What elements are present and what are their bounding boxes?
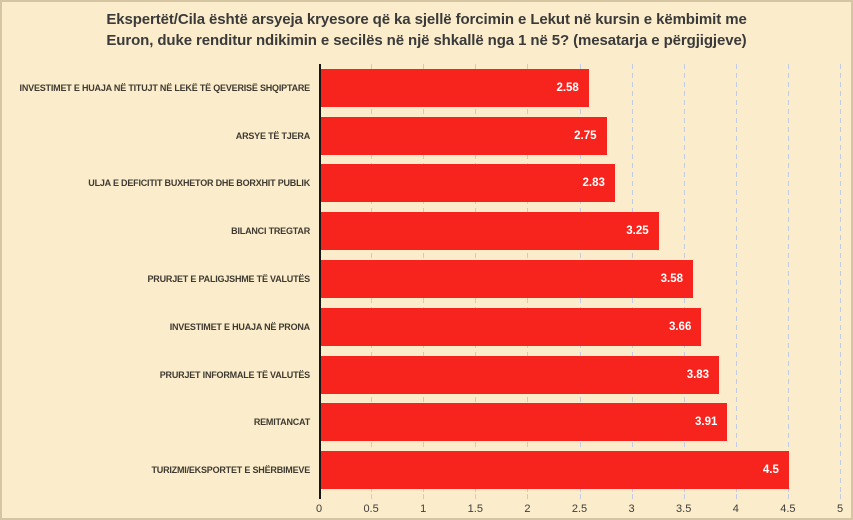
bar: 3.66 (320, 307, 702, 346)
x-axis-tick-label: 2.5 (571, 503, 588, 515)
bar: 3.91 (320, 403, 728, 442)
x-axis-tick-label: 0 (315, 503, 323, 515)
bar-row: PRURJET INFORMALE TË VALUTËS 3.83 (2, 351, 851, 399)
x-axis-tick-mark (475, 494, 477, 499)
x-axis-tick-label: 4 (732, 503, 739, 515)
x-axis-tick-mark (579, 494, 581, 499)
bar-value-label: 4.5 (762, 464, 779, 477)
bar-value-label: 3.83 (686, 368, 710, 381)
bar-row: TURIZMI/EKSPORTET E SHËRBIMEVE 4.5 (2, 446, 851, 494)
x-axis-tick-label: 5 (836, 503, 844, 515)
bar-value-label: 3.66 (668, 320, 692, 333)
bar: 3.58 (320, 259, 694, 298)
x-axis-tick-mark (735, 494, 737, 499)
bar: 3.25 (320, 212, 659, 251)
bar-value-label: 3.25 (626, 225, 649, 238)
x-axis-tick-mark (527, 494, 529, 499)
category-label: PRURJET E PALIGJSHME TË VALUTËS (147, 273, 311, 284)
bar-row: ARSYE TË TJERA 2.75 (2, 112, 851, 160)
x-axis-tick-label: 1.5 (467, 503, 483, 515)
bar-value-label: 3.58 (660, 272, 684, 285)
chart-title: Ekspertët/Cila është arsyeja kryesore që… (106, 11, 747, 49)
x-axis-tick-mark (371, 494, 373, 499)
x-axis-tick-mark (423, 494, 425, 499)
bar-row: INVESTIMET E HUAJA NË TITUJT NË LEKË TË … (2, 64, 851, 112)
x-axis-tick-mark (787, 494, 789, 499)
category-label: ULJA E DEFICITIT BUXHETOR DHE BORXHIT PU… (88, 178, 310, 189)
x-axis-tick-mark (631, 494, 633, 499)
bar: 2.58 (320, 68, 589, 107)
category-label: INVESTIMET E HUAJA NË TITUJT NË LEKË TË … (19, 82, 311, 93)
gridline (840, 64, 841, 494)
x-axis-tick-label: 0.5 (363, 503, 379, 515)
category-label: REMITANCAT (253, 417, 310, 428)
bar: 2.75 (320, 116, 607, 155)
bar: 3.83 (320, 355, 720, 394)
x-axis-tick-mark (840, 494, 841, 499)
bar-value-label: 2.75 (574, 129, 597, 142)
x-axis-tick-label: 4.5 (780, 503, 796, 515)
gridline (787, 64, 789, 494)
bar: 2.83 (320, 164, 615, 203)
category-label: BILANCI TREGTAR (231, 226, 310, 237)
x-axis-tick-label: 2 (524, 503, 531, 515)
bar-row: REMITANCAT 3.91 (2, 398, 851, 446)
bar-value-label: 2.58 (556, 81, 579, 94)
x-axis-tick-label: 1 (420, 503, 427, 515)
x-axis-tick-label: 3 (628, 503, 635, 515)
category-label: TURIZMI/EKSPORTET E SHËRBIMEVE (151, 465, 310, 476)
category-label: PRURJET INFORMALE TË VALUTËS (159, 369, 310, 380)
x-axis-tick-mark (683, 494, 685, 499)
bar-row: BILANCI TREGTAR 3.25 (2, 207, 851, 255)
bar-row: INVESTIMET E HUAJA NË PRONA 3.66 (2, 303, 851, 351)
bar: 4.5 (320, 451, 789, 490)
bar-row: ULJA E DEFICITIT BUXHETOR DHE BORXHIT PU… (2, 160, 851, 208)
category-label: INVESTIMET E HUAJA NË PRONA (169, 321, 310, 332)
x-axis-tick-label: 3.5 (676, 503, 692, 515)
bar-value-label: 3.91 (695, 416, 718, 429)
category-label: ARSYE TË TJERA (235, 130, 310, 141)
gridline (735, 64, 737, 494)
bar-value-label: 2.83 (582, 177, 605, 190)
y-axis-line (319, 64, 321, 499)
bar-row: PRURJET E PALIGJSHME TË VALUTËS 3.58 (2, 255, 851, 303)
